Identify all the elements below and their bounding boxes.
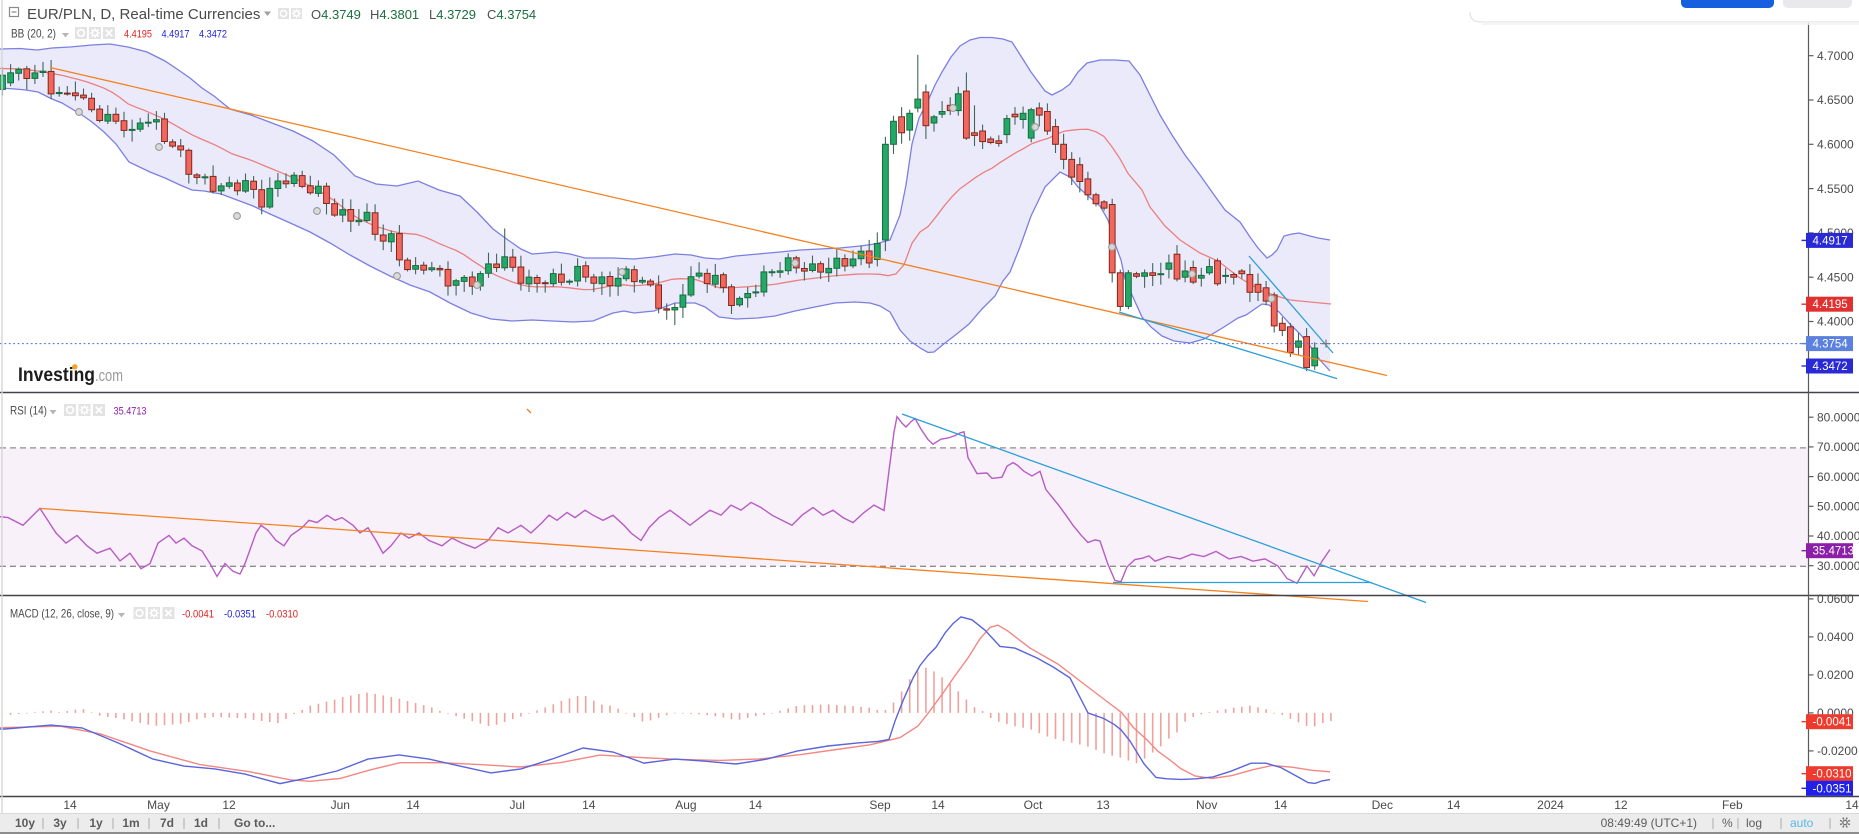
svg-text:4.4917: 4.4917 — [162, 29, 190, 41]
svg-text:%: % — [1722, 816, 1733, 830]
svg-text:-0.0351: -0.0351 — [224, 609, 256, 621]
svg-text:14: 14 — [63, 798, 77, 812]
svg-text:50.0000: 50.0000 — [1817, 500, 1859, 514]
svg-text:12: 12 — [1614, 798, 1628, 812]
svg-text:14: 14 — [931, 798, 945, 812]
svg-text:4.6000: 4.6000 — [1817, 138, 1854, 152]
svg-text:4.4195: 4.4195 — [1813, 299, 1848, 311]
svg-text:4.6500: 4.6500 — [1817, 93, 1854, 107]
svg-text:35.4713: 35.4713 — [114, 406, 147, 418]
svg-text:Dec: Dec — [1372, 798, 1393, 812]
svg-text:40.0000: 40.0000 — [1817, 529, 1859, 543]
svg-text:H4.3801: H4.3801 — [370, 7, 419, 22]
svg-text:-0.0200: -0.0200 — [1817, 744, 1858, 758]
svg-text:14: 14 — [1845, 798, 1859, 812]
svg-text:4.3754: 4.3754 — [1813, 339, 1849, 351]
svg-text:60.0000: 60.0000 — [1817, 470, 1859, 484]
svg-text:4.4195: 4.4195 — [124, 29, 152, 41]
svg-text:30.0000: 30.0000 — [1817, 559, 1859, 573]
svg-text:auto: auto — [1790, 816, 1814, 830]
svg-text:Oct: Oct — [1024, 798, 1043, 812]
svg-text:RSI (14): RSI (14) — [10, 404, 47, 418]
svg-text:O4.3749: O4.3749 — [311, 7, 361, 22]
svg-text:7d: 7d — [160, 816, 174, 830]
svg-text:Go to...: Go to... — [234, 816, 275, 830]
svg-text:70.0000: 70.0000 — [1817, 440, 1859, 454]
svg-text:L4.3729: L4.3729 — [429, 7, 476, 22]
svg-text:.com: .com — [95, 366, 123, 385]
svg-text:C4.3754: C4.3754 — [487, 7, 536, 22]
svg-text:14: 14 — [1274, 798, 1288, 812]
svg-text:08:49:49 (UTC+1): 08:49:49 (UTC+1) — [1601, 816, 1697, 830]
svg-text:Jun: Jun — [331, 798, 350, 812]
svg-text:log: log — [1746, 816, 1762, 830]
svg-text:0.0400: 0.0400 — [1817, 630, 1854, 644]
svg-text:-0.0041: -0.0041 — [182, 609, 214, 621]
svg-text:0.0200: 0.0200 — [1817, 668, 1854, 682]
svg-text:Feb: Feb — [1722, 798, 1743, 812]
svg-text:BB (20, 2): BB (20, 2) — [11, 27, 56, 41]
svg-text:Sep: Sep — [869, 798, 891, 812]
svg-text:4.3472: 4.3472 — [1813, 361, 1848, 373]
svg-text:-0.0310: -0.0310 — [266, 609, 298, 621]
svg-text:35.4713: 35.4713 — [1813, 546, 1855, 558]
svg-text:1m: 1m — [122, 816, 139, 830]
svg-text:May: May — [147, 798, 170, 812]
svg-text:2024: 2024 — [1537, 798, 1564, 812]
svg-text:12: 12 — [222, 798, 236, 812]
svg-text:80.0000: 80.0000 — [1817, 410, 1859, 424]
svg-text:4.4500: 4.4500 — [1817, 270, 1854, 284]
svg-text:13: 13 — [1096, 798, 1110, 812]
svg-text:-0.0041: -0.0041 — [1813, 717, 1852, 729]
svg-text:4.5500: 4.5500 — [1817, 182, 1854, 196]
svg-text:10y: 10y — [15, 816, 35, 830]
svg-text:EUR/PLN, D, Real-time Currenci: EUR/PLN, D, Real-time Currencies — [27, 6, 260, 23]
svg-text:Investing: Investing — [18, 365, 95, 386]
svg-text:4.7000: 4.7000 — [1817, 49, 1854, 63]
svg-text:14: 14 — [406, 798, 420, 812]
svg-text:0.0600: 0.0600 — [1817, 592, 1854, 606]
svg-text:1d: 1d — [194, 816, 208, 830]
svg-text:4.4917: 4.4917 — [1813, 235, 1848, 247]
svg-text:3y: 3y — [53, 816, 67, 830]
svg-text:14: 14 — [749, 798, 763, 812]
svg-text:4.4000: 4.4000 — [1817, 315, 1854, 329]
svg-text:14: 14 — [1447, 798, 1461, 812]
svg-text:-0.0351: -0.0351 — [1813, 783, 1852, 795]
svg-text:Aug: Aug — [675, 798, 696, 812]
svg-text:4.3472: 4.3472 — [199, 29, 227, 41]
svg-text:1y: 1y — [89, 816, 103, 830]
svg-text:-0.0310: -0.0310 — [1813, 769, 1852, 781]
svg-text:Jul: Jul — [510, 798, 525, 812]
svg-text:14: 14 — [582, 798, 596, 812]
svg-text:Nov: Nov — [1196, 798, 1217, 812]
svg-text:MACD (12, 26, close, 9): MACD (12, 26, close, 9) — [10, 607, 114, 621]
